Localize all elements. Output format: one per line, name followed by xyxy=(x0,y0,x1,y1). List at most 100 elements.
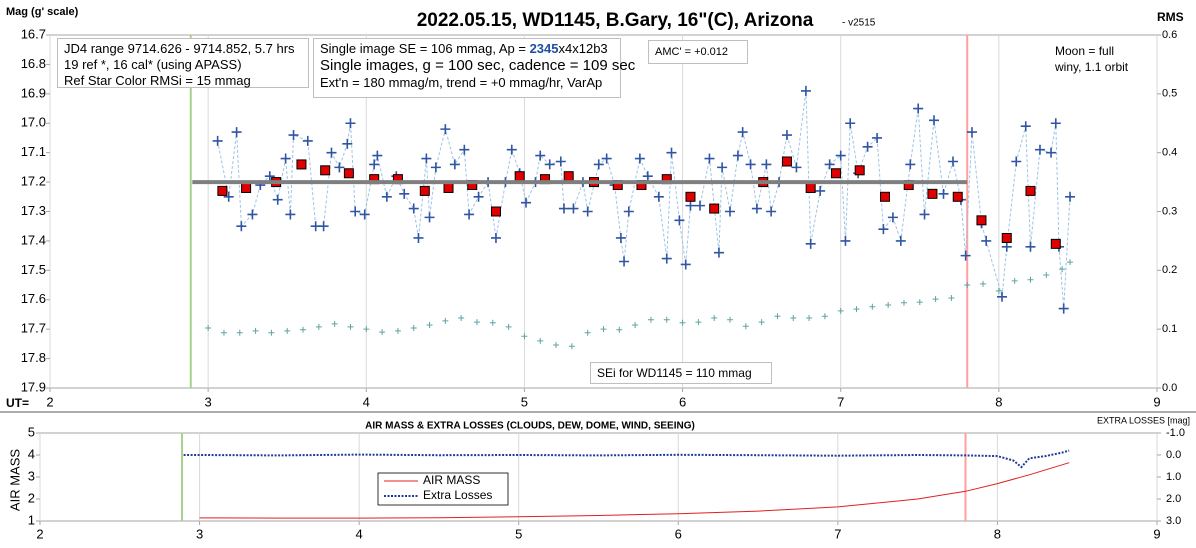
annotation: JD4 range 9714.626 - 9714.852, 5.7 hrs 1… xyxy=(57,38,309,88)
y-tick-label: 17.8 xyxy=(21,350,46,365)
marker xyxy=(800,85,811,96)
marker xyxy=(1025,185,1036,196)
y-tick-label: 2 xyxy=(28,490,35,505)
annotation-line: Ref Star Color RMSi = 15 mmag xyxy=(64,73,251,88)
marker xyxy=(359,209,370,220)
marker xyxy=(394,327,401,334)
marker xyxy=(205,324,212,331)
annotation-line: 19 ref *, 16 cal* (using APASS) xyxy=(64,57,242,72)
marker xyxy=(751,203,762,214)
marker xyxy=(315,323,322,330)
marker xyxy=(593,159,604,170)
marker xyxy=(1011,156,1022,167)
annotation: Single image SE = 106 mmag, Ap = 2345x4x… xyxy=(313,38,635,98)
y2-tick-label: 0.0 xyxy=(1166,449,1181,461)
marker xyxy=(663,316,670,323)
marker xyxy=(555,156,566,167)
marker xyxy=(761,159,772,170)
marker xyxy=(879,191,890,202)
marker xyxy=(694,200,705,211)
marker xyxy=(252,327,259,334)
marker xyxy=(680,259,691,270)
marker xyxy=(1050,238,1061,249)
y-tick-label: 16.7 xyxy=(21,26,46,41)
annotation-line: JD4 range 9714.626 - 9714.852, 5.7 hrs xyxy=(64,41,295,56)
marker xyxy=(711,314,718,321)
marker xyxy=(887,212,898,223)
y-tick-label: 17.9 xyxy=(21,379,46,394)
x-tick-label: 9 xyxy=(1153,394,1160,409)
x-tick-label: 3 xyxy=(205,394,212,409)
legend-label: Extra Losses xyxy=(423,488,492,502)
marker xyxy=(284,327,291,334)
marker xyxy=(929,115,940,126)
marker xyxy=(805,238,816,249)
marker xyxy=(997,291,1008,302)
chart-title: AIR MASS & EXTRA LOSSES (CLOUDS, DEW, DO… xyxy=(365,421,695,432)
legend-box xyxy=(377,472,509,506)
annotation-line: SEi for WD1145 = 110 mmag xyxy=(597,366,752,380)
marker xyxy=(791,162,802,173)
marker xyxy=(424,212,435,223)
y2-tick-label: 0.5 xyxy=(1162,88,1177,100)
marker xyxy=(334,162,345,173)
marker xyxy=(878,224,889,235)
marker xyxy=(410,324,417,331)
marker xyxy=(885,302,892,309)
marker xyxy=(653,191,664,202)
marker xyxy=(318,221,329,232)
annotation-text: x4x12b3 xyxy=(558,41,608,56)
marker xyxy=(632,322,639,329)
y-tick-label: 3 xyxy=(28,468,35,483)
marker xyxy=(268,329,275,336)
marker xyxy=(285,209,296,220)
marker xyxy=(220,329,227,336)
marker xyxy=(616,326,623,333)
marker xyxy=(913,103,924,114)
marker xyxy=(835,150,846,161)
marker xyxy=(725,206,736,217)
y2-tick-label: 1.0 xyxy=(1166,471,1181,483)
marker xyxy=(837,307,844,314)
x-tick-label: 2 xyxy=(46,394,53,409)
marker xyxy=(872,132,883,143)
marker xyxy=(236,221,247,232)
marker xyxy=(584,329,591,336)
marker xyxy=(459,144,470,155)
marker xyxy=(458,314,465,321)
y-tick-label: 17.0 xyxy=(21,115,46,130)
y2-tick-label: 0.1 xyxy=(1162,323,1177,335)
marker xyxy=(679,319,686,326)
marker xyxy=(766,206,777,217)
marker xyxy=(442,317,449,324)
marker xyxy=(732,150,743,161)
marker xyxy=(745,159,756,170)
marker xyxy=(647,316,654,323)
marker xyxy=(948,294,955,301)
marker xyxy=(1020,121,1031,132)
marker xyxy=(345,118,356,129)
marker xyxy=(347,323,354,330)
marker xyxy=(1001,241,1012,252)
x-tick-label: 5 xyxy=(515,526,522,541)
marker xyxy=(558,203,569,214)
marker xyxy=(927,188,938,199)
marker xyxy=(806,314,813,321)
y2-tick-label: 0.6 xyxy=(1162,29,1177,41)
marker xyxy=(1058,303,1069,314)
marker xyxy=(223,191,234,202)
marker xyxy=(1027,276,1034,283)
marker xyxy=(642,171,653,182)
marker xyxy=(363,326,370,333)
marker xyxy=(320,165,331,176)
marker xyxy=(830,168,841,179)
x-tick-label: 5 xyxy=(521,394,528,409)
y2-tick-label: 0.3 xyxy=(1162,205,1177,217)
marker xyxy=(241,182,252,193)
marker xyxy=(742,323,749,330)
marker xyxy=(666,147,677,158)
marker xyxy=(1001,232,1012,243)
marker xyxy=(288,130,299,141)
marker xyxy=(568,203,579,214)
marker xyxy=(824,159,835,170)
